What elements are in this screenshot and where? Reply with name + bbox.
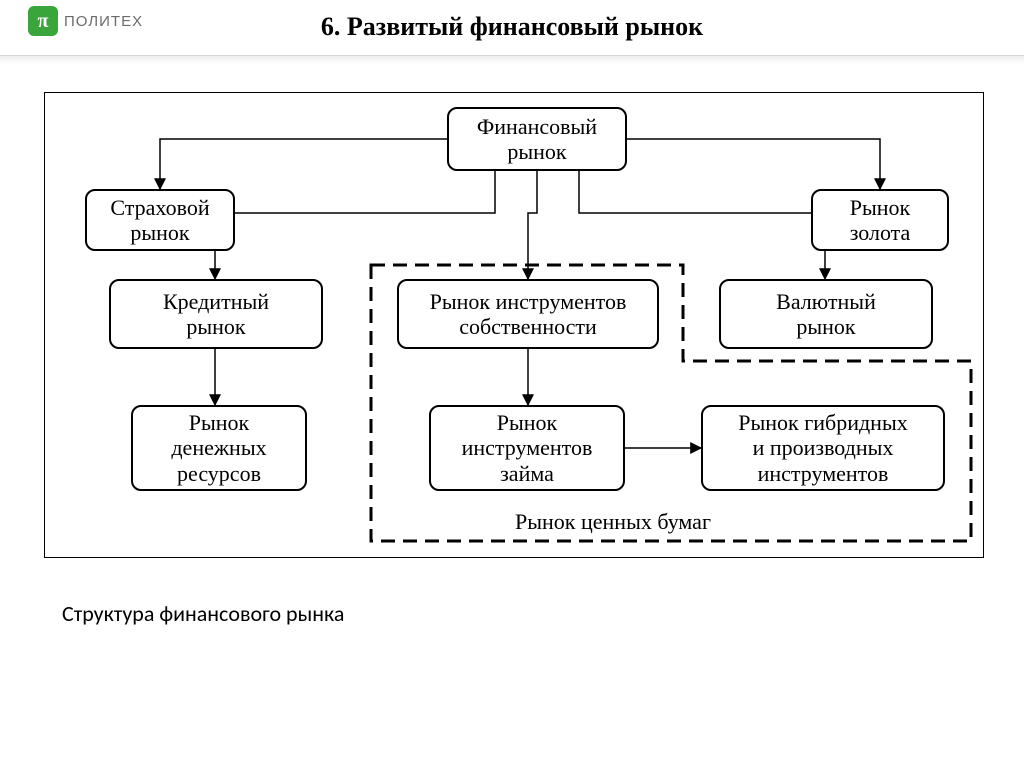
edge-root-credit bbox=[215, 171, 495, 279]
node-gold: Рынокзолота bbox=[811, 189, 949, 251]
header-bar: π ПОЛИТЕХ 6. Развитый финансовый рынок bbox=[0, 0, 1024, 56]
edge-root-insurance bbox=[160, 139, 447, 189]
node-deriv: Рынок гибридныхи производныхинструментов bbox=[701, 405, 945, 491]
edge-root-gold bbox=[627, 139, 880, 189]
node-money: Рынокденежныхресурсов bbox=[131, 405, 307, 491]
node-insurance: Страховойрынок bbox=[85, 189, 235, 251]
node-debt: Рынокинструментовзайма bbox=[429, 405, 625, 491]
edge-root-fx bbox=[579, 171, 825, 279]
node-fx: Валютныйрынок bbox=[719, 279, 933, 349]
header-shadow bbox=[0, 56, 1024, 64]
node-credit: Кредитныйрынок bbox=[109, 279, 323, 349]
page-title: 6. Развитый финансовый рынок bbox=[0, 12, 1024, 42]
edge-root-equity bbox=[528, 171, 537, 279]
node-root: Финансовыйрынок bbox=[447, 107, 627, 171]
diagram-frame: Финансовыйрынок Страховойрынок Рынокзолота… bbox=[44, 92, 984, 558]
caption: Структура финансового рынка bbox=[62, 600, 344, 627]
group-label: Рынок ценных бумаг bbox=[515, 509, 711, 535]
node-equity: Рынок инструментовсобственности bbox=[397, 279, 659, 349]
